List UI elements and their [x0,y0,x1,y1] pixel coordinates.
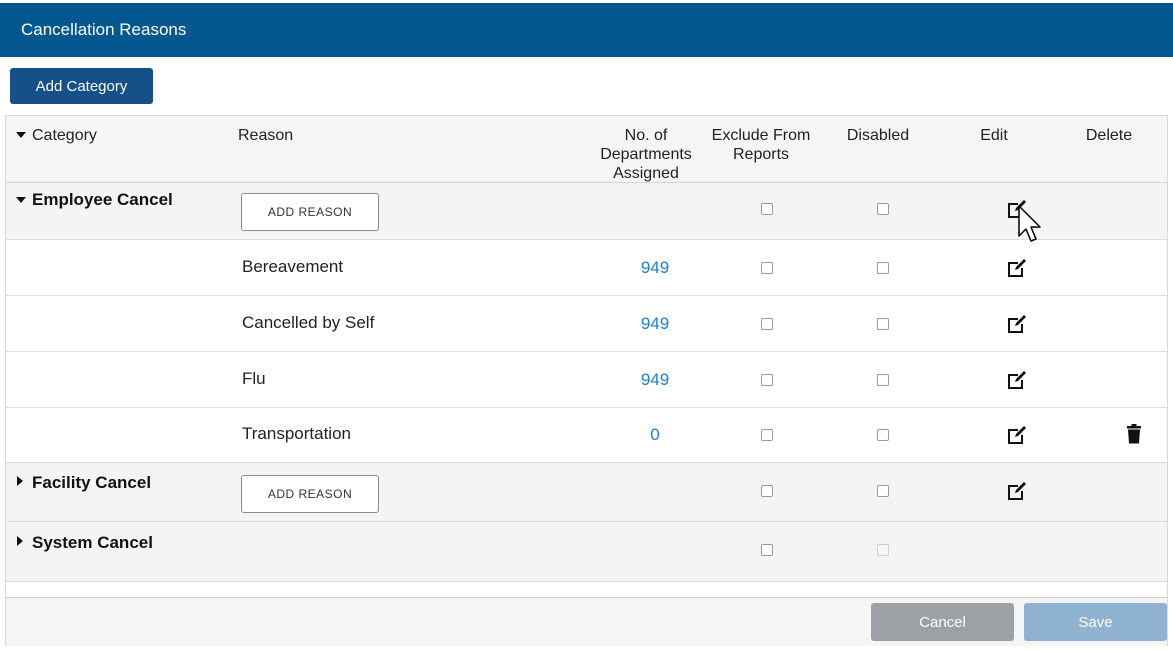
departments-count-link[interactable]: 949 [640,370,670,389]
header-disabled[interactable]: Disabled [846,127,910,144]
header-exclude-line1: Exclude From [711,127,811,144]
exclude-from-reports-checkbox[interactable] [761,429,773,441]
category-row-facility-cancel: Facility Cancel ADD REASON [6,463,1167,522]
reason-row-cancelled-by-self: Cancelled by Self 949 [6,296,1167,352]
disabled-checkbox[interactable] [877,429,889,441]
header-reason[interactable]: Reason [238,127,294,144]
edit-icon[interactable] [1005,256,1029,280]
reason-row-flu: Flu 949 [6,352,1167,408]
exclude-from-reports-checkbox[interactable] [761,544,773,556]
category-row-system-cancel: System Cancel [6,522,1167,582]
title-bar: Cancellation Reasons [0,3,1173,57]
save-button[interactable]: Save [1024,603,1167,641]
category-name: Employee Cancel [32,190,173,209]
exclude-from-reports-checkbox[interactable] [761,318,773,330]
header-edit: Edit [980,127,1008,144]
header-exclude-line2: Reports [732,146,790,163]
reason-name: Bereavement [242,257,344,276]
edit-icon[interactable] [1005,423,1029,447]
caret-right-icon[interactable] [17,476,23,486]
caret-down-icon[interactable] [16,197,26,203]
header-departments[interactable]: No. of Departments Assigned [591,126,701,183]
exclude-from-reports-checkbox[interactable] [761,203,773,215]
category-name: Facility Cancel [32,473,152,492]
disabled-checkbox[interactable] [877,485,889,497]
add-category-button[interactable]: Add Category [10,68,153,104]
disabled-checkbox[interactable] [877,262,889,274]
exclude-from-reports-checkbox[interactable] [761,485,773,497]
departments-count-link[interactable]: 0 [650,425,660,444]
caret-down-icon[interactable] [16,132,26,138]
add-reason-button[interactable]: ADD REASON [241,193,379,231]
grid-header: Category Reason No. of Departments Assig… [6,116,1167,183]
cancellation-reasons-grid: Category Reason No. of Departments Assig… [5,115,1168,646]
edit-icon[interactable] [1005,479,1029,503]
category-row-employee-cancel: Employee Cancel ADD REASON [6,183,1167,240]
page-title: Cancellation Reasons [21,20,187,39]
header-departments-line2: Departments [600,146,692,163]
reason-name: Flu [242,369,266,388]
reason-row-bereavement: Bereavement 949 [6,240,1167,296]
cancel-button[interactable]: Cancel [871,603,1014,641]
reason-row-transportation: Transportation 0 [6,408,1167,463]
edit-icon[interactable] [1005,312,1029,336]
header-departments-line1: No. of [624,127,668,144]
departments-count-link[interactable]: 949 [640,258,670,277]
grid-footer: Cancel Save [6,597,1167,646]
trash-icon[interactable] [1122,422,1146,446]
departments-count-link[interactable]: 949 [640,314,670,333]
mouse-pointer-icon [1018,205,1041,242]
disabled-checkbox [877,544,889,556]
header-departments-line3: Assigned [613,165,679,182]
header-delete: Delete [1085,127,1133,144]
add-reason-button[interactable]: ADD REASON [241,475,379,513]
header-exclude-from-reports[interactable]: Exclude From Reports [706,126,816,164]
disabled-checkbox[interactable] [877,203,889,215]
disabled-checkbox[interactable] [877,318,889,330]
header-category[interactable]: Category [32,127,97,144]
caret-right-icon[interactable] [17,536,23,546]
edit-icon[interactable] [1005,368,1029,392]
exclude-from-reports-checkbox[interactable] [761,262,773,274]
reason-name: Cancelled by Self [242,313,375,332]
reason-name: Transportation [242,424,351,443]
exclude-from-reports-checkbox[interactable] [761,374,773,386]
disabled-checkbox[interactable] [877,374,889,386]
category-name: System Cancel [32,533,153,552]
